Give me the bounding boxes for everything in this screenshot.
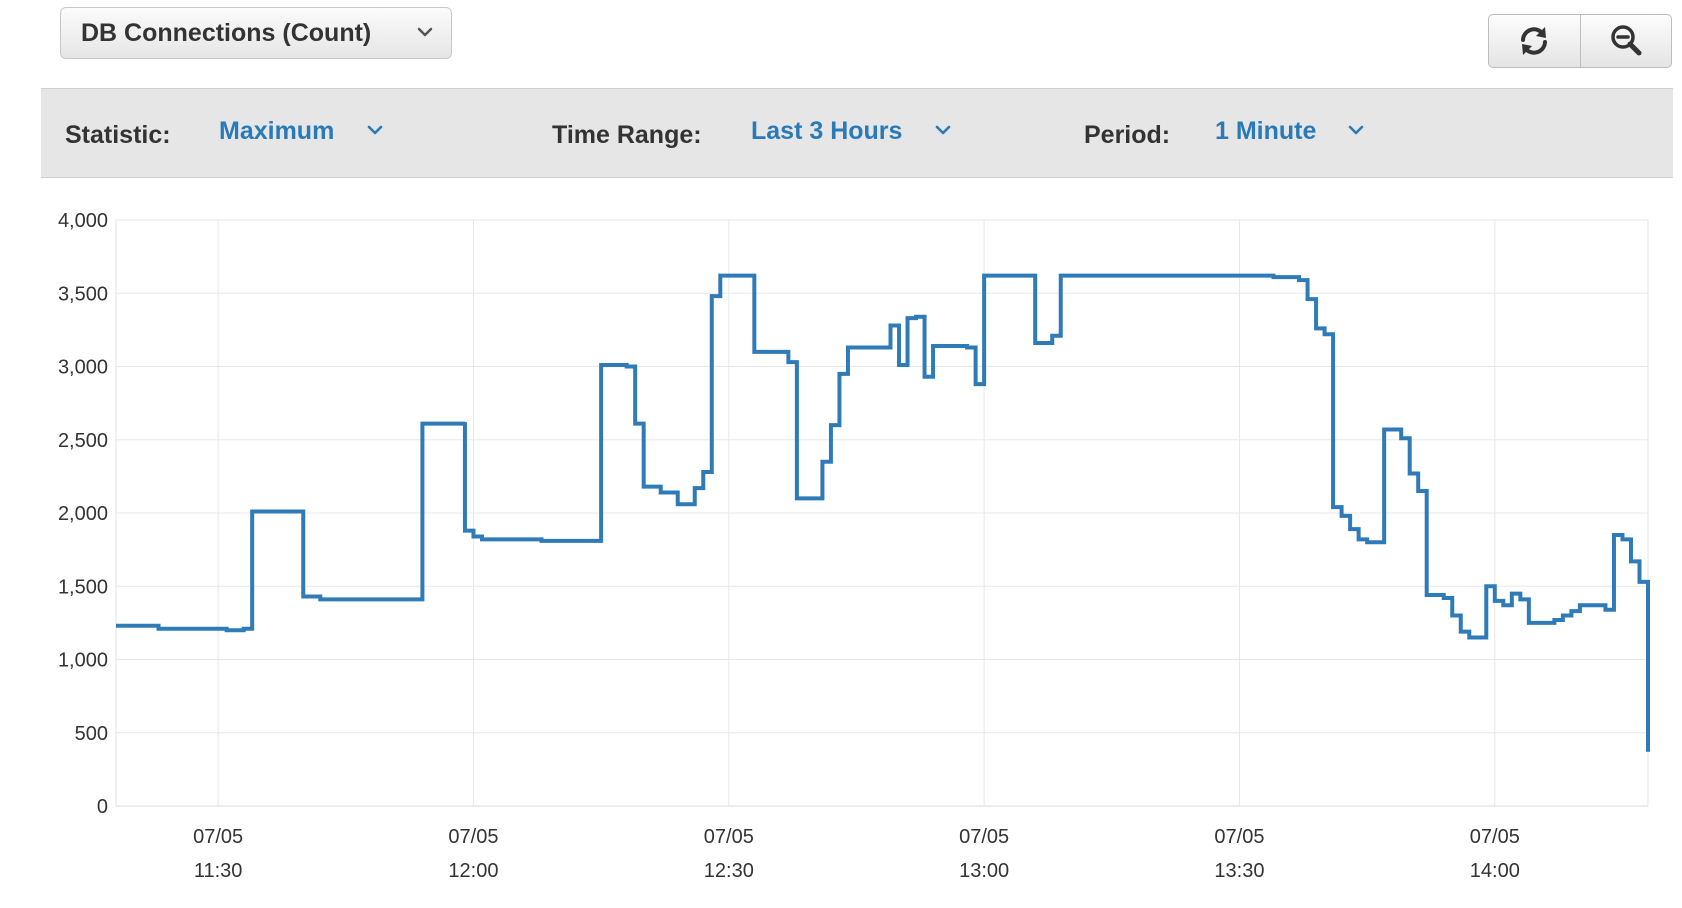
refresh-icon xyxy=(1521,27,1548,55)
x-tick-date: 07/05 xyxy=(959,826,1009,848)
graph-actions xyxy=(1488,14,1672,68)
db-connections-chart[interactable]: 05001,0001,5002,0002,5003,0003,5004,000 … xyxy=(0,190,1682,908)
x-axis: 07/05 11:30 07/05 12:00 07/05 12:30 07/05 13:00… xyxy=(193,826,1520,882)
statistic-label: Statistic: xyxy=(65,121,171,149)
x-tick-date: 07/05 xyxy=(448,826,498,848)
x-tick-label: 12:00 xyxy=(448,860,498,882)
chevron-down-icon[interactable] xyxy=(1347,123,1365,139)
y-tick-label: 500 xyxy=(75,723,108,745)
y-tick-label: 2,000 xyxy=(58,503,108,525)
x-tick-label: 11:30 xyxy=(194,860,243,882)
x-tick-date: 07/05 xyxy=(1214,826,1264,848)
statistic-dropdown[interactable]: Maximum xyxy=(219,117,335,145)
grid-lines xyxy=(116,219,1648,807)
x-tick-label: 13:00 xyxy=(959,860,1009,882)
y-tick-label: 3,000 xyxy=(58,357,108,379)
period-label: Period: xyxy=(1084,121,1171,149)
x-tick-label: 13:30 xyxy=(1214,860,1264,882)
y-tick-label: 1,000 xyxy=(58,650,108,672)
y-axis: 0 500 1,000 1,500 2,000 2,500 3,000 3,500 4,000 xyxy=(58,210,108,818)
x-tick-date: 07/05 xyxy=(704,826,754,848)
refresh-button[interactable] xyxy=(1489,15,1580,67)
metric-select-label: DB Connections (Count) xyxy=(81,18,372,47)
chevron-down-icon xyxy=(417,27,433,37)
chevron-down-icon[interactable] xyxy=(934,123,952,139)
series-line xyxy=(116,273,1650,752)
x-tick-label: 14:00 xyxy=(1470,860,1520,882)
zoom-out-button[interactable] xyxy=(1579,15,1672,67)
x-tick-date: 07/05 xyxy=(193,826,243,848)
y-tick-label: 4,000 xyxy=(58,210,108,232)
period-dropdown[interactable]: 1 Minute xyxy=(1215,117,1317,145)
time-range-label: Time Range: xyxy=(552,121,702,149)
graph-options-bar: Statistic: Maximum Time Range: Last 3 Ho… xyxy=(41,88,1673,178)
y-tick-label: 1,500 xyxy=(58,576,108,598)
x-tick-date: 07/05 xyxy=(1470,826,1520,848)
metric-select[interactable]: DB Connections (Count) xyxy=(60,7,452,59)
x-tick-label: 12:30 xyxy=(704,860,754,882)
zoom-out-icon xyxy=(1611,25,1642,56)
y-tick-label: 3,500 xyxy=(58,283,108,305)
y-tick-label: 0 xyxy=(97,796,108,818)
chevron-down-icon[interactable] xyxy=(366,123,384,139)
series-group xyxy=(116,273,1650,752)
y-tick-label: 2,500 xyxy=(58,430,108,452)
time-range-dropdown[interactable]: Last 3 Hours xyxy=(751,117,903,145)
